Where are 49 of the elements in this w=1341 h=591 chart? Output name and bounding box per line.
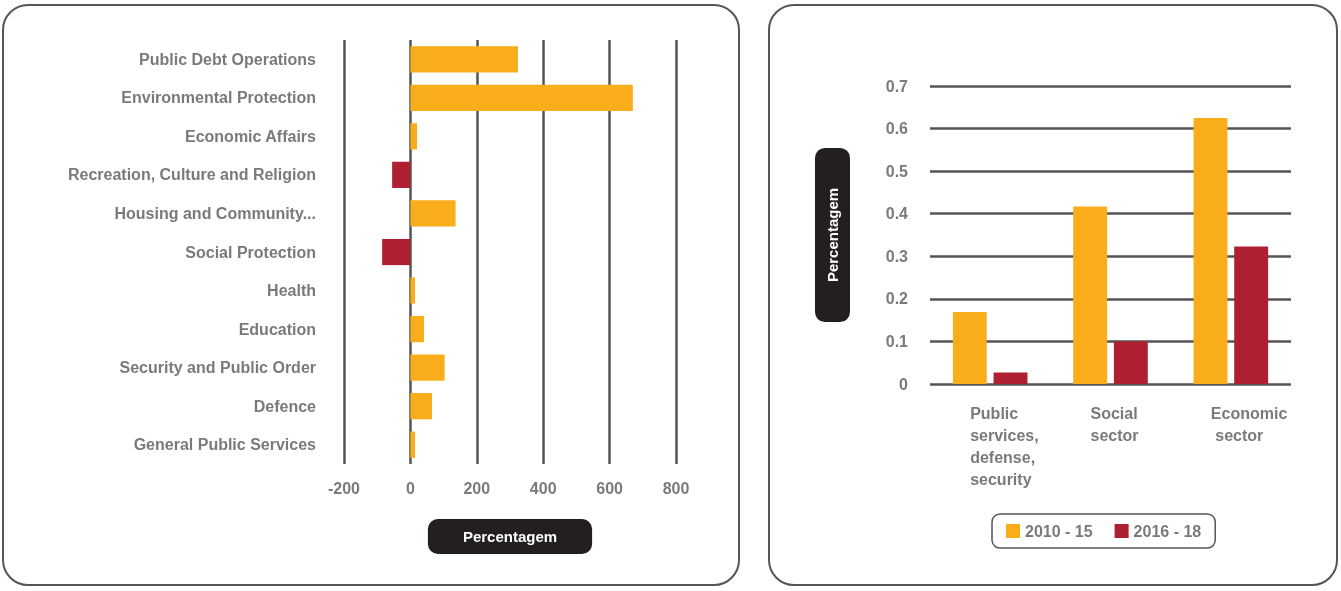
bar — [410, 354, 445, 381]
y-axis-title: Percentagem — [824, 187, 841, 283]
legend-label: 2016 - 18 — [1133, 522, 1202, 540]
y-tick-label: Security and Public Order — [119, 359, 316, 377]
bar — [1234, 246, 1269, 384]
bar — [410, 315, 425, 343]
bar — [392, 161, 411, 189]
bar — [410, 393, 432, 420]
x-tick-label: 0 — [405, 479, 415, 497]
y-tick-label: General Public Services — [133, 436, 317, 454]
x-axis-title: Percentagem — [462, 528, 558, 545]
y-tick-label: Environmental Protection — [121, 89, 316, 107]
bar — [1073, 206, 1108, 384]
x-tick-label: 400 — [529, 479, 557, 497]
y-tick-label: 0 — [899, 375, 909, 393]
y-tick-label: 0.7 — [885, 77, 909, 95]
x-tick-label: -200 — [327, 479, 361, 497]
y-tick-label: 0.1 — [885, 332, 909, 350]
bar — [410, 277, 416, 304]
x-tick-label: Social sector — [1090, 404, 1143, 444]
bar — [410, 123, 418, 150]
bar — [410, 200, 456, 227]
legend-label: 2010 - 15 — [1025, 522, 1093, 540]
bar — [952, 312, 987, 384]
y-tick-label: Economic Affairs — [185, 127, 317, 145]
bar — [410, 431, 416, 458]
x-tick-label: 600 — [596, 479, 624, 497]
x-tick-label: Economic sector — [1210, 404, 1288, 444]
x-tick-label: 200 — [463, 479, 491, 497]
y-tick-label: 0.2 — [885, 290, 909, 308]
y-tick-label: Housing and Community... — [114, 204, 316, 222]
bar — [410, 84, 633, 111]
bar — [1193, 117, 1228, 384]
y-tick-label: Recreation, Culture and Religion — [67, 166, 316, 184]
y-tick-label: Education — [238, 320, 316, 338]
y-tick-label: 0.6 — [885, 120, 909, 138]
y-tick-label: Health — [267, 282, 316, 300]
bar — [410, 46, 518, 73]
x-tick-label: 800 — [662, 479, 690, 497]
bar — [382, 238, 411, 266]
y-tick-label: 0.4 — [885, 205, 909, 223]
bar — [993, 372, 1028, 384]
y-tick-label: Social Protection — [185, 243, 316, 261]
x-tick-label: Public services, defense, security — [970, 404, 1044, 488]
y-tick-label: 0.5 — [885, 162, 909, 180]
bar — [1113, 341, 1148, 384]
y-tick-label: 0.3 — [885, 247, 909, 265]
y-tick-label: Public Debt Operations — [139, 50, 317, 68]
y-tick-label: Defence — [253, 397, 317, 415]
